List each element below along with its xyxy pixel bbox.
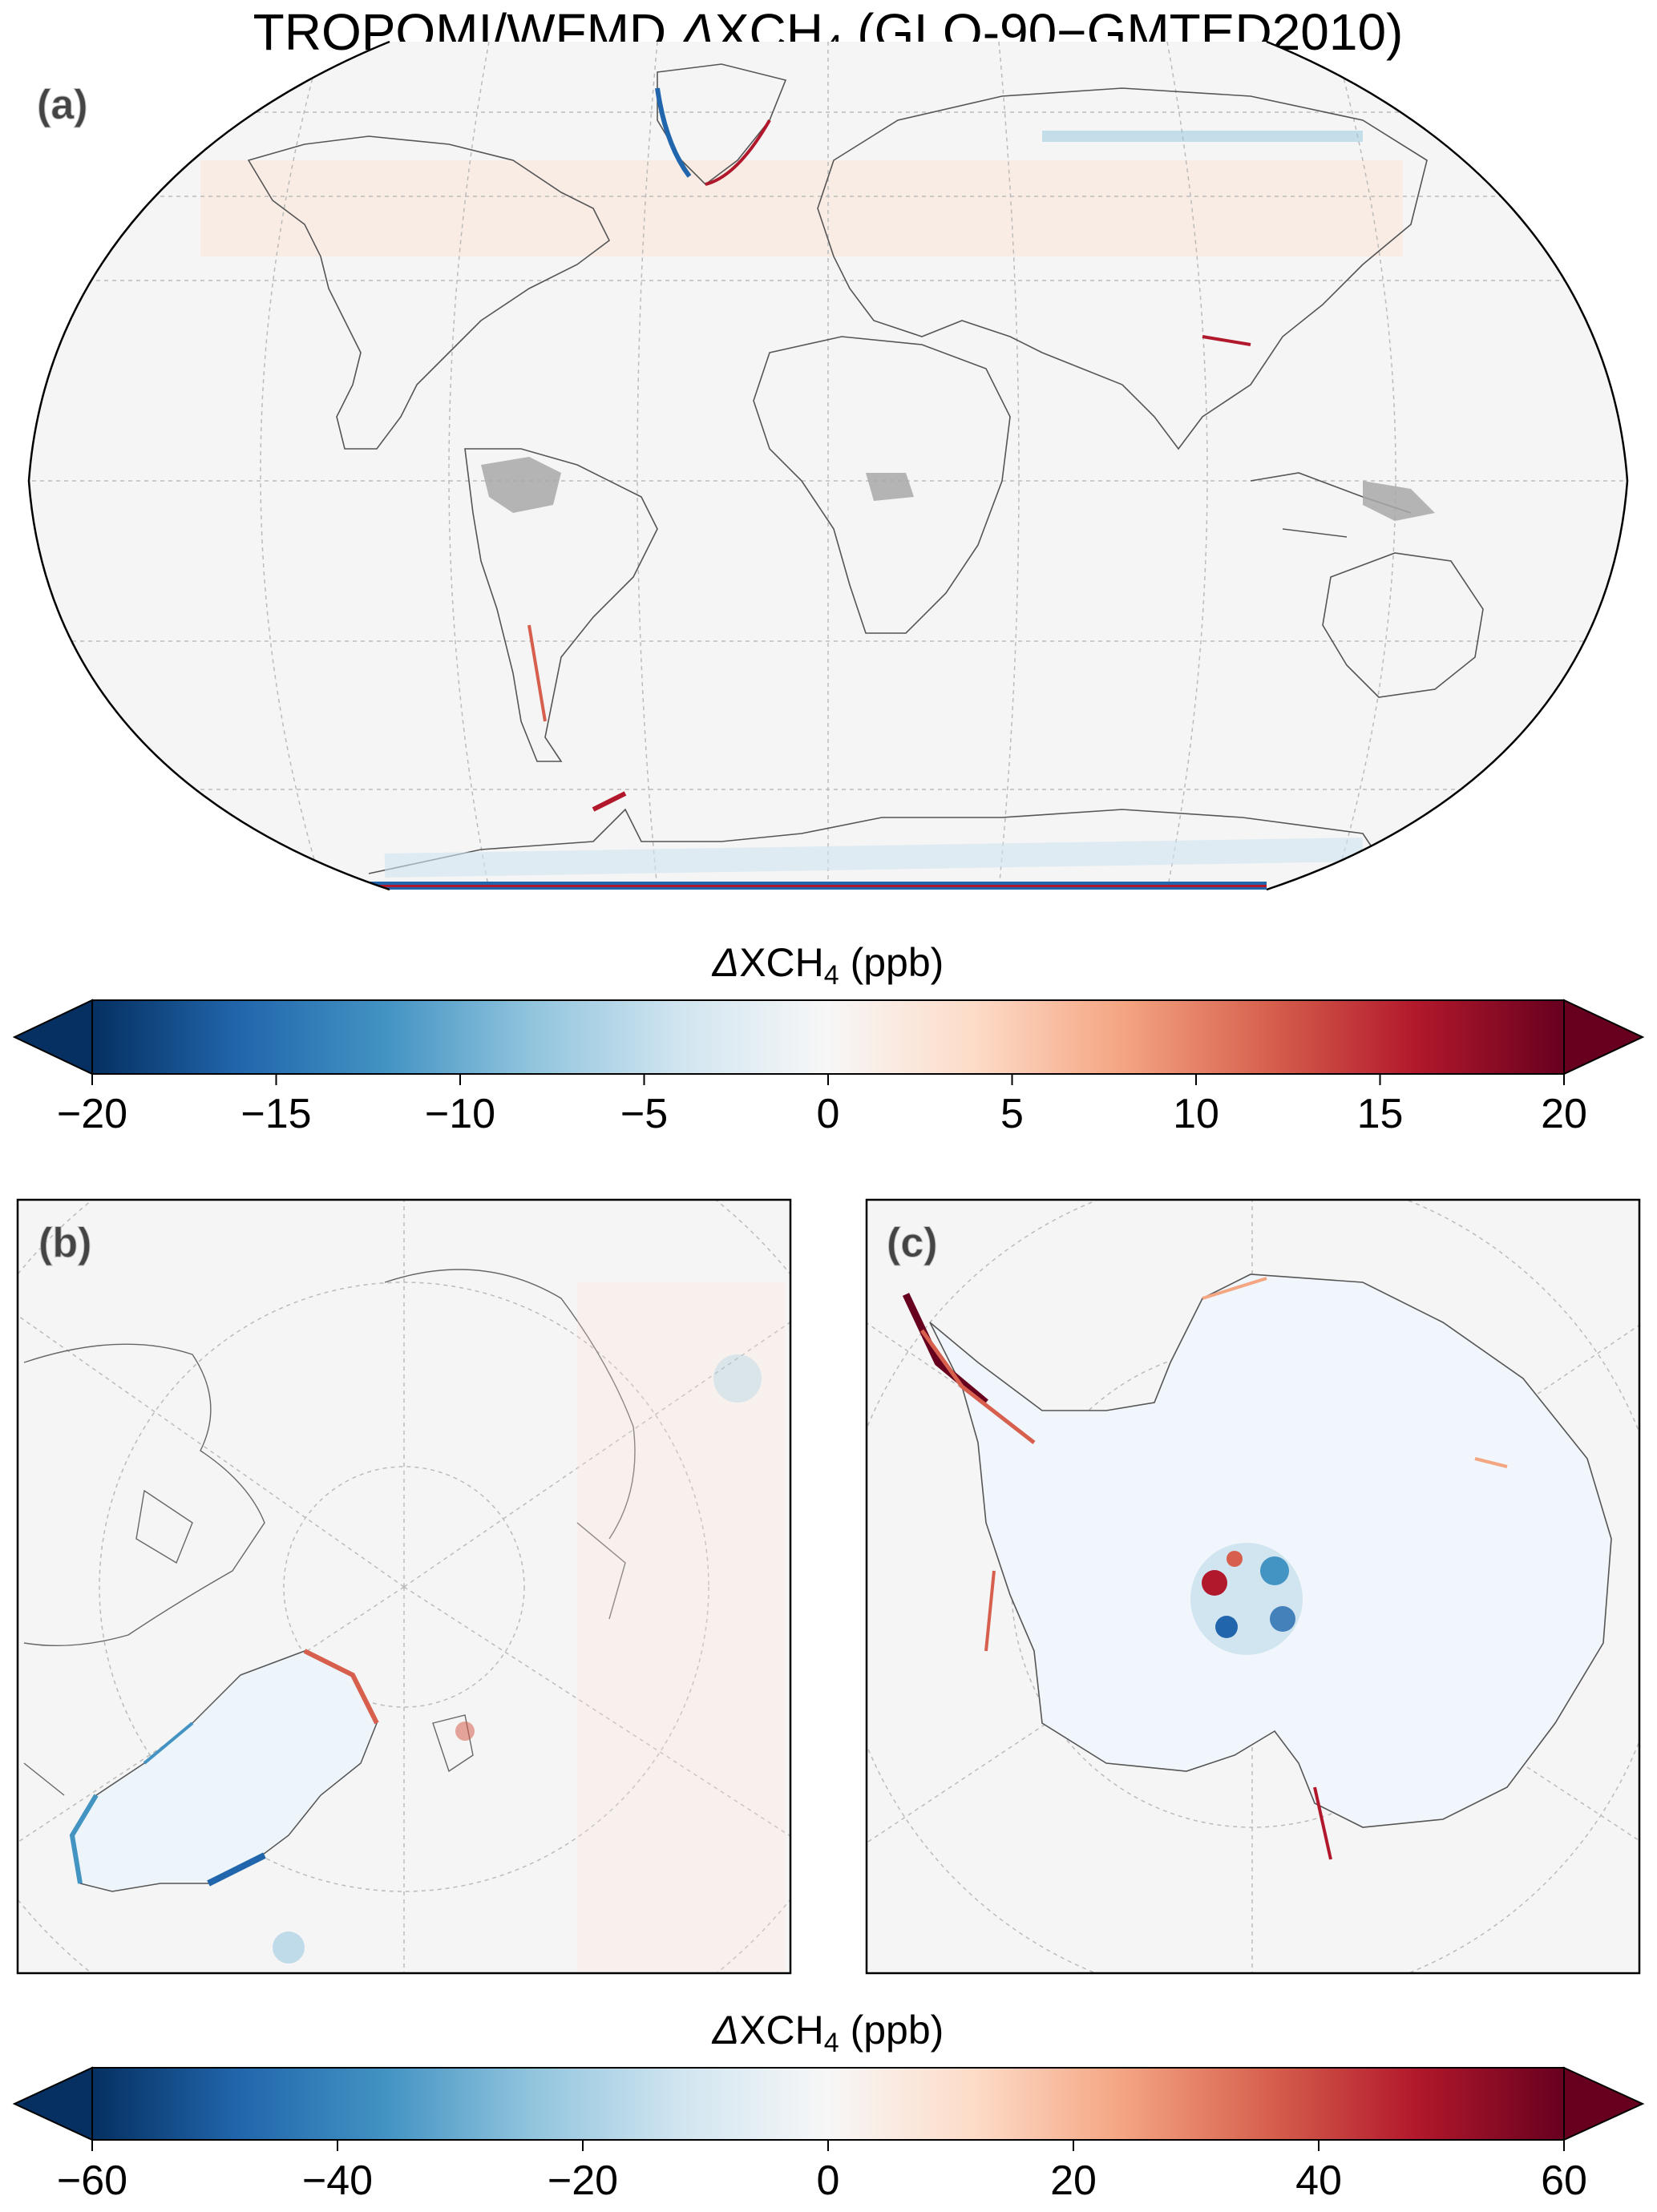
colorbar-1-tick-label: 15: [1357, 1091, 1404, 1137]
panel-c-map: (c): [865, 1198, 1641, 1975]
panel-b-map: (b): [16, 1198, 792, 1975]
panel-a-positive-band: [200, 160, 1403, 256]
colorbar-1-tick-label: 5: [1000, 1091, 1024, 1137]
panel-a-coastlines: [247, 63, 1484, 882]
colorbar-1-tick-label: −10: [425, 1091, 495, 1137]
colorbar-2-tick-label: 20: [1050, 2158, 1097, 2204]
colorbar-1-tick-label: −20: [57, 1091, 127, 1137]
colorbar-2-tick-label: −60: [57, 2158, 127, 2204]
panel-a-anomalies: [369, 87, 1364, 890]
panel-b-coastlines: [23, 1269, 636, 1796]
colorbar-2-ticks: −60 −40 −20 0 20 40 60: [57, 2140, 1587, 2204]
colorbar-1-extend-high: [1563, 999, 1645, 1076]
panel-a-nodata: [481, 457, 1435, 521]
colorbar-2-extend-low: [12, 2066, 93, 2141]
colorbar-1-ticks: −20 −15 −10 −5 0 5 10 15 20: [57, 1074, 1587, 1137]
colorbar-2-extend-high: [1563, 2066, 1645, 2141]
panel-a-graticule: [32, 42, 1627, 890]
colorbar-2: ΔXCH4 (ppb) −60 −40 −20 0 20 40 60: [12, 2008, 1645, 2204]
colorbar-2-tick-label: 60: [1541, 2158, 1587, 2204]
panel-a-map: (a): [27, 40, 1629, 891]
colorbar-1-extend-low: [12, 999, 93, 1076]
panel-c-pole-anomaly: [1190, 1543, 1303, 1655]
colorbar-1-tick-label: 0: [817, 1091, 840, 1137]
colorbar-1-tick-label: 10: [1173, 1091, 1219, 1137]
colorbar-2-tick-label: −20: [548, 2158, 618, 2204]
colorbar-2-tick-label: 0: [817, 2158, 840, 2204]
panel-a-label: (a): [37, 82, 88, 128]
colorbar-2-bar: [91, 2067, 1565, 2141]
colorbar-1: ΔXCH4 (ppb) −20 −15 −10 −5 0 5 10 15 20: [12, 940, 1645, 1137]
colorbar-1-tick-label: 20: [1541, 1091, 1587, 1137]
panel-c-label: (c): [887, 1220, 938, 1266]
colorbar-2-label: ΔXCH4 (ppb): [712, 2008, 944, 2058]
colorbar-1-label: ΔXCH4 (ppb): [712, 940, 944, 991]
panel-b-anomalies: [273, 1282, 786, 1972]
panel-a-map-border: [27, 40, 1629, 891]
colorbar-1-tick-label: −5: [620, 1091, 668, 1137]
colorbar-1-bar: [91, 999, 1565, 1075]
colorbar-2-tick-label: −40: [302, 2158, 373, 2204]
panel-b-label: (b): [38, 1220, 91, 1266]
colorbar-2-tick-label: 40: [1295, 2158, 1342, 2204]
colorbar-1-tick-label: −15: [240, 1091, 311, 1137]
